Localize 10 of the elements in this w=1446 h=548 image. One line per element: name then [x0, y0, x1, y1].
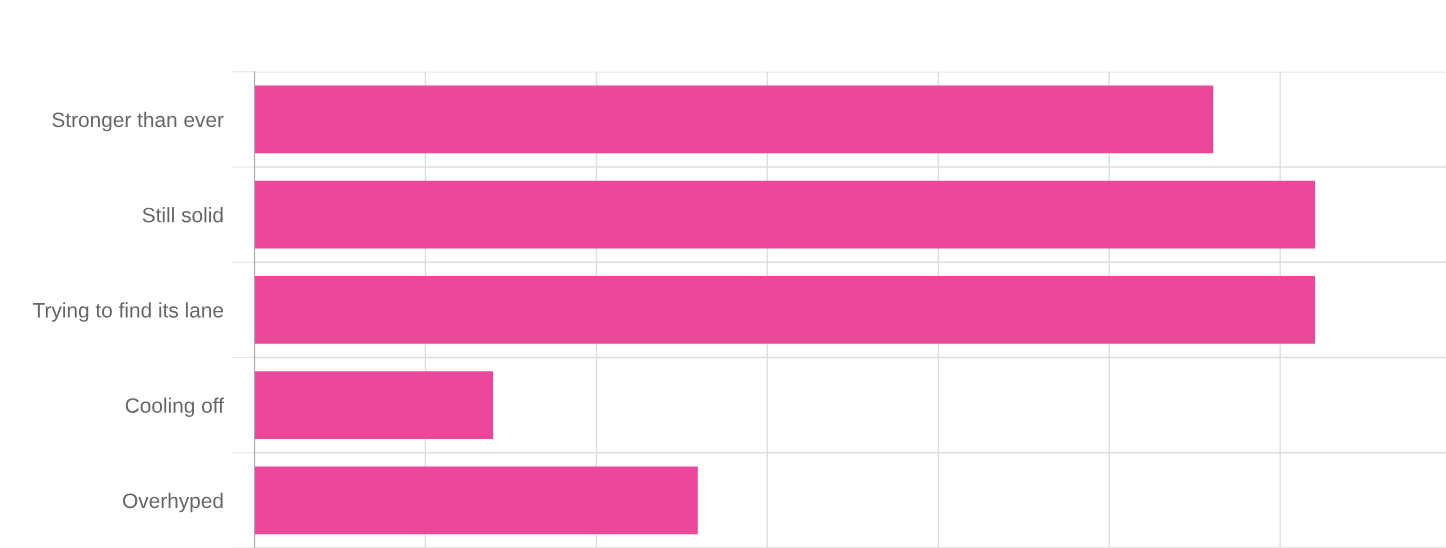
bar [254, 85, 1214, 154]
y-tick-label: Trying to find its lane [32, 302, 224, 322]
bar [254, 180, 1316, 249]
y-tick-label: Overhyped [123, 492, 223, 513]
y-tick-label: Cooling off [125, 397, 224, 418]
y-tick-label: Stronger than ever [52, 111, 224, 132]
y-tick-label: Still solid [142, 207, 223, 223]
bar [254, 371, 494, 439]
bar [254, 276, 1316, 344]
bar [254, 466, 698, 535]
